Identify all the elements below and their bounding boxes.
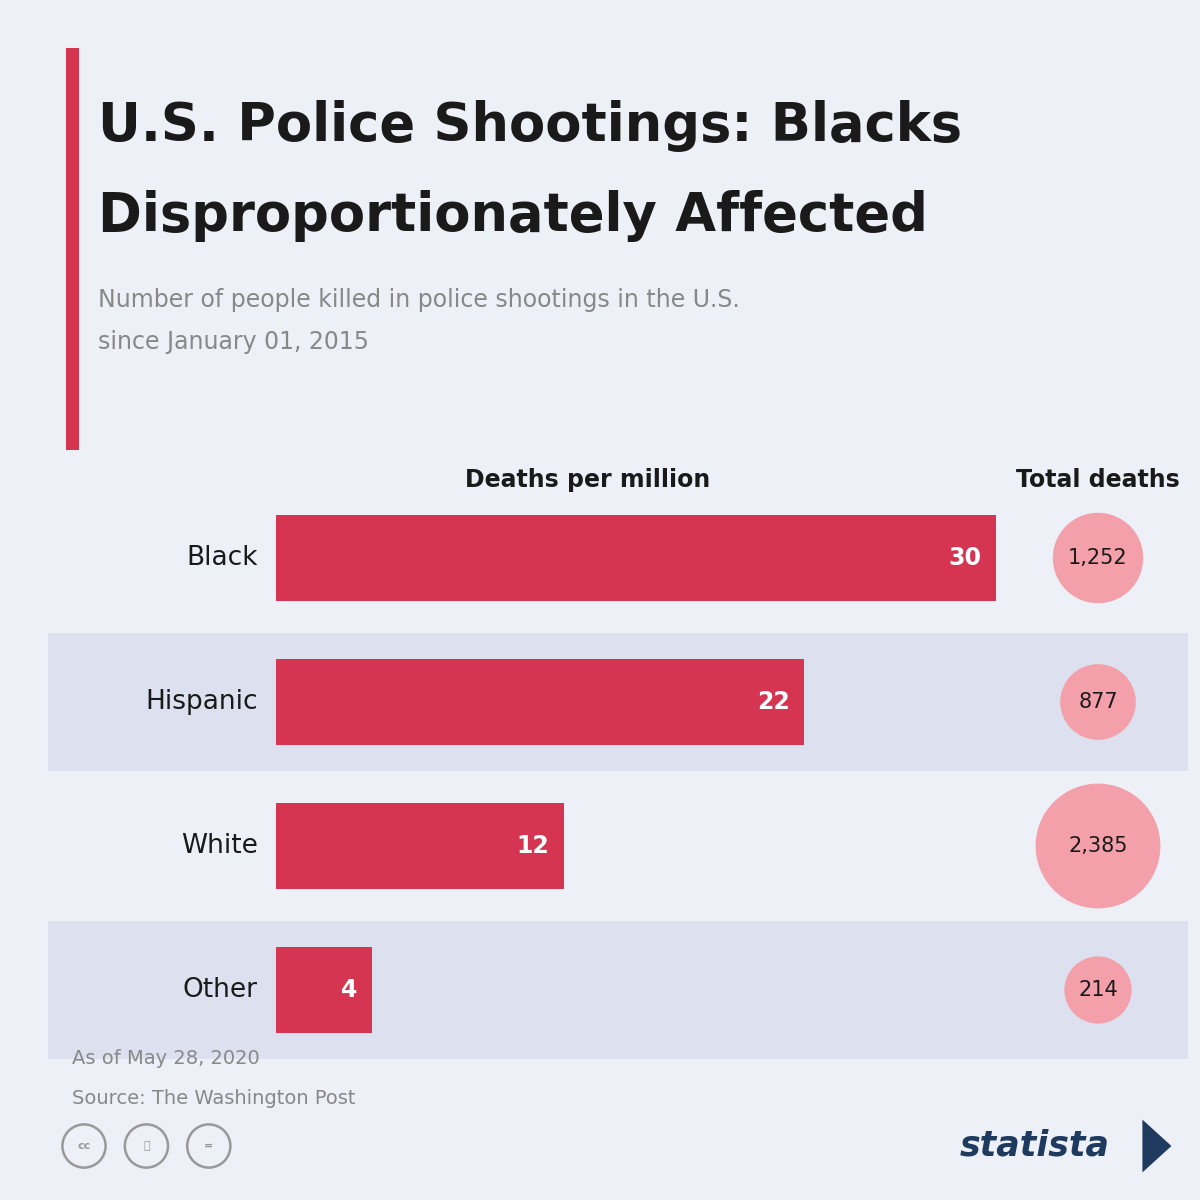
Text: 1,252: 1,252 <box>1068 548 1128 568</box>
Text: Black: Black <box>186 545 258 571</box>
Text: since January 01, 2015: since January 01, 2015 <box>98 330 370 354</box>
Text: Hispanic: Hispanic <box>145 689 258 715</box>
Polygon shape <box>1142 1120 1171 1172</box>
Text: 30: 30 <box>948 546 982 570</box>
Text: Other: Other <box>182 977 258 1003</box>
Text: Deaths per million: Deaths per million <box>466 468 710 492</box>
Text: 4: 4 <box>341 978 358 1002</box>
Ellipse shape <box>1064 956 1132 1024</box>
Ellipse shape <box>1060 664 1136 740</box>
Bar <box>48 634 1188 770</box>
Text: =: = <box>204 1141 214 1151</box>
Text: Number of people killed in police shootings in the U.S.: Number of people killed in police shooti… <box>98 288 740 312</box>
Bar <box>276 659 804 745</box>
Bar <box>276 515 996 601</box>
Ellipse shape <box>1036 784 1160 908</box>
Bar <box>48 490 1188 626</box>
Bar <box>276 947 372 1033</box>
Text: ⓘ: ⓘ <box>143 1141 150 1151</box>
Text: statista: statista <box>960 1129 1110 1163</box>
Text: cc: cc <box>77 1141 91 1151</box>
Text: 12: 12 <box>517 834 550 858</box>
Bar <box>48 922 1188 1058</box>
Bar <box>48 778 1188 914</box>
Text: White: White <box>181 833 258 859</box>
Text: Disproportionately Affected: Disproportionately Affected <box>98 190 929 242</box>
Text: 22: 22 <box>757 690 790 714</box>
Bar <box>66 48 79 450</box>
Text: Source: The Washington Post: Source: The Washington Post <box>72 1088 355 1108</box>
Ellipse shape <box>1052 512 1144 604</box>
Text: 2,385: 2,385 <box>1068 836 1128 856</box>
Text: As of May 28, 2020: As of May 28, 2020 <box>72 1049 259 1068</box>
Text: Total deaths: Total deaths <box>1016 468 1180 492</box>
Text: U.S. Police Shootings: Blacks: U.S. Police Shootings: Blacks <box>98 100 962 152</box>
Text: 877: 877 <box>1078 692 1118 712</box>
Bar <box>276 803 564 889</box>
Text: 214: 214 <box>1078 980 1118 1000</box>
